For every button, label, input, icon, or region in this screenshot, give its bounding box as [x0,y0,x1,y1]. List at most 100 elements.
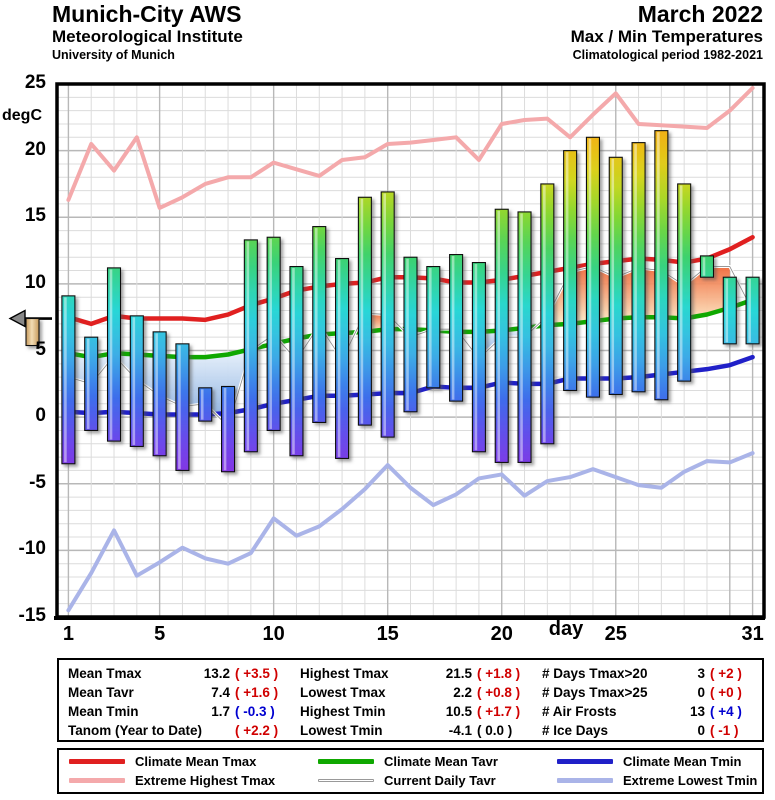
stat-label: Mean Tavr [68,684,134,700]
temperature-bar [426,266,441,389]
temperature-bar [449,254,464,402]
x-tick-15: 15 [376,623,399,645]
stat-anomaly: ( +3.5 ) [235,665,279,681]
stat-anomaly: ( +1.6 ) [235,684,279,700]
temperature-bar [517,211,532,463]
header-left-block: Munich-City AWS Meteorological Institute… [52,2,243,63]
stat-label: Highest Tmin [300,703,386,719]
x-tick-20: 20 [490,623,513,645]
stat-value: 0 [697,722,705,738]
temperature-bar [129,315,144,447]
temperature-bar [289,266,304,457]
temperature-bar [266,236,281,431]
stat-row: # Ice Days 0 ( -1 ) [533,721,766,740]
stat-anomaly: ( +1.8 ) [477,665,521,681]
legend-label: Climate Mean Tmax [135,754,257,769]
stat-label: Tanom (Year to Date) [68,722,203,738]
temperature-bar [745,276,760,345]
stat-row: # Days Tmax>25 0 ( +0 ) [533,683,766,702]
stat-label: # Days Tmax>25 [542,684,648,700]
stat-value: 10.5 [445,703,472,719]
y-tick-0: 0 [35,405,46,427]
legend-item: Current Daily Tavr [308,771,547,790]
temperature-bar [540,183,555,445]
temperature-bar [403,256,418,413]
temperature-bar [722,276,737,345]
legend-label: Climate Mean Tavr [384,754,498,769]
legend-line-swatch [69,778,125,783]
institute-name: Meteorological Institute [52,27,243,46]
station-name: Munich-City AWS [52,1,242,27]
statistics-grid: Mean Tmax 13.2 ( +3.5 ) Highest Tmax 21.5 ( +… [59,660,762,740]
stat-row: Mean Tmax 13.2 ( +3.5 ) [59,664,291,683]
y-tick--5: -5 [29,471,46,493]
legend-line-swatch [69,759,125,764]
temperature-bar [631,142,646,393]
stat-anomaly: ( -1 ) [710,722,739,738]
stat-label: Highest Tmax [300,665,389,681]
temperature-bar [357,196,372,426]
legend-line-swatch [557,759,613,764]
stat-value: 7.4 [211,684,230,700]
y-tick-5: 5 [35,338,46,360]
stat-row: # Air Frosts 13 ( +4 ) [533,702,766,721]
stat-label: Mean Tmin [68,703,139,719]
x-tick-10: 10 [262,623,285,645]
temperature-bar [585,136,601,398]
temperature-bar [677,183,692,382]
temperature-bar [175,343,190,471]
university-name: University of Munich [52,48,175,62]
statistics-panel: Mean Tmax 13.2 ( +3.5 ) Highest Tmax 21.5 ( +… [57,658,764,742]
y-axis-unit-label: degC [2,107,42,125]
temperature-bar [380,191,395,438]
stat-row: Lowest Tmin -4.1 ( 0.0 ) [291,721,533,740]
stat-value: 21.5 [445,665,472,681]
temperature-bar [243,239,258,453]
stat-anomaly: ( +1.7 ) [477,703,521,719]
legend-label: Extreme Highest Tmax [135,773,276,788]
stat-anomaly: ( +2 ) [710,665,742,681]
chart-header: Munich-City AWS Meteorological Institute… [0,0,775,70]
legend-item: Climate Mean Tavr [308,752,547,771]
temperature-bar [563,150,578,392]
legend-item: Climate Mean Tmax [59,752,308,771]
x-tick-25: 25 [604,623,627,645]
stat-anomaly: ( -0.3 ) [235,703,275,719]
stat-value: -4.1 [448,722,472,738]
temperature-bar [335,258,350,459]
header-right-block: March 2022 Max / Min Temperatures Climat… [571,2,763,63]
x-tick-31: 31 [741,623,764,645]
temperature-bar [61,295,76,465]
y-tick-20: 20 [24,138,46,160]
temperature-bar [494,208,509,463]
y-tick--10: -10 [18,538,46,560]
temperature-bar [152,331,167,457]
stat-label: # Air Frosts [542,703,617,719]
stat-label: # Ice Days [542,722,609,738]
temperature-bar [608,156,623,396]
x-tick-5: 5 [154,623,166,645]
stat-label: Lowest Tmax [300,684,386,700]
stat-anomaly: ( +0 ) [710,684,742,700]
stat-anomaly: ( +2.2 ) [235,722,279,738]
temperature-bar [312,226,327,424]
climatological-period: Climatological period 1982-2021 [572,48,763,62]
stat-row: Highest Tmax 21.5 ( +1.8 ) [291,664,533,683]
mean-tavr-arrow-icon [8,309,52,347]
stat-row: Mean Tmin 1.7 ( -0.3 ) [59,702,291,721]
plot-area: 25 20 15 10 5 0 -5 -10 -15 1 5 10 15 20 25 31 degC day [0,70,775,645]
stat-label: Mean Tmax [68,665,142,681]
x-axis-title: day [548,618,584,640]
stat-value: 13 [689,703,705,719]
period-title: March 2022 [637,1,763,27]
legend-label: Extreme Lowest Tmin [623,773,758,788]
temperature-chart-svg [8,82,766,620]
legend-item: Extreme Lowest Tmin [547,771,766,790]
y-tick-10: 10 [24,271,46,293]
legend-grid: Climate Mean Tmax Climate Mean Tavr Climat… [59,750,762,792]
legend-label: Current Daily Tavr [384,773,496,788]
y-tick-25: 25 [24,72,46,93]
temperature-bar [84,336,99,431]
stat-row: Highest Tmin 10.5 ( +1.7 ) [291,702,533,721]
